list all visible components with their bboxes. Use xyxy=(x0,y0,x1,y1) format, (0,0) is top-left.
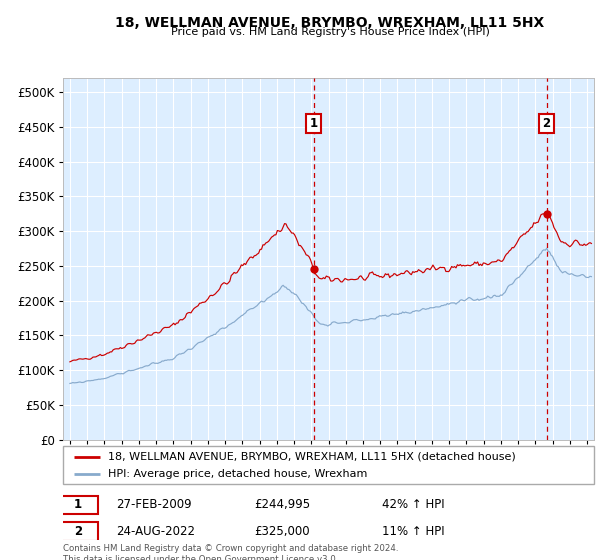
Text: Contains HM Land Registry data © Crown copyright and database right 2024.
This d: Contains HM Land Registry data © Crown c… xyxy=(63,544,398,560)
Text: 2: 2 xyxy=(542,117,551,130)
Text: 42% ↑ HPI: 42% ↑ HPI xyxy=(382,498,444,511)
Text: £244,995: £244,995 xyxy=(254,498,310,511)
Text: 2: 2 xyxy=(74,525,82,538)
Text: £325,000: £325,000 xyxy=(254,525,310,538)
Text: 24-AUG-2022: 24-AUG-2022 xyxy=(116,525,195,538)
Text: 1: 1 xyxy=(310,117,318,130)
FancyBboxPatch shape xyxy=(58,496,98,514)
Text: 27-FEB-2009: 27-FEB-2009 xyxy=(116,498,192,511)
FancyBboxPatch shape xyxy=(63,446,594,484)
Text: 18, WELLMAN AVENUE, BRYMBO, WREXHAM, LL11 5HX: 18, WELLMAN AVENUE, BRYMBO, WREXHAM, LL1… xyxy=(115,16,545,30)
Text: 1: 1 xyxy=(74,498,82,511)
Text: 18, WELLMAN AVENUE, BRYMBO, WREXHAM, LL11 5HX (detached house): 18, WELLMAN AVENUE, BRYMBO, WREXHAM, LL1… xyxy=(108,451,516,461)
Text: HPI: Average price, detached house, Wrexham: HPI: Average price, detached house, Wrex… xyxy=(108,469,368,479)
FancyBboxPatch shape xyxy=(58,522,98,541)
Text: Price paid vs. HM Land Registry's House Price Index (HPI): Price paid vs. HM Land Registry's House … xyxy=(170,27,490,37)
Text: 11% ↑ HPI: 11% ↑ HPI xyxy=(382,525,444,538)
